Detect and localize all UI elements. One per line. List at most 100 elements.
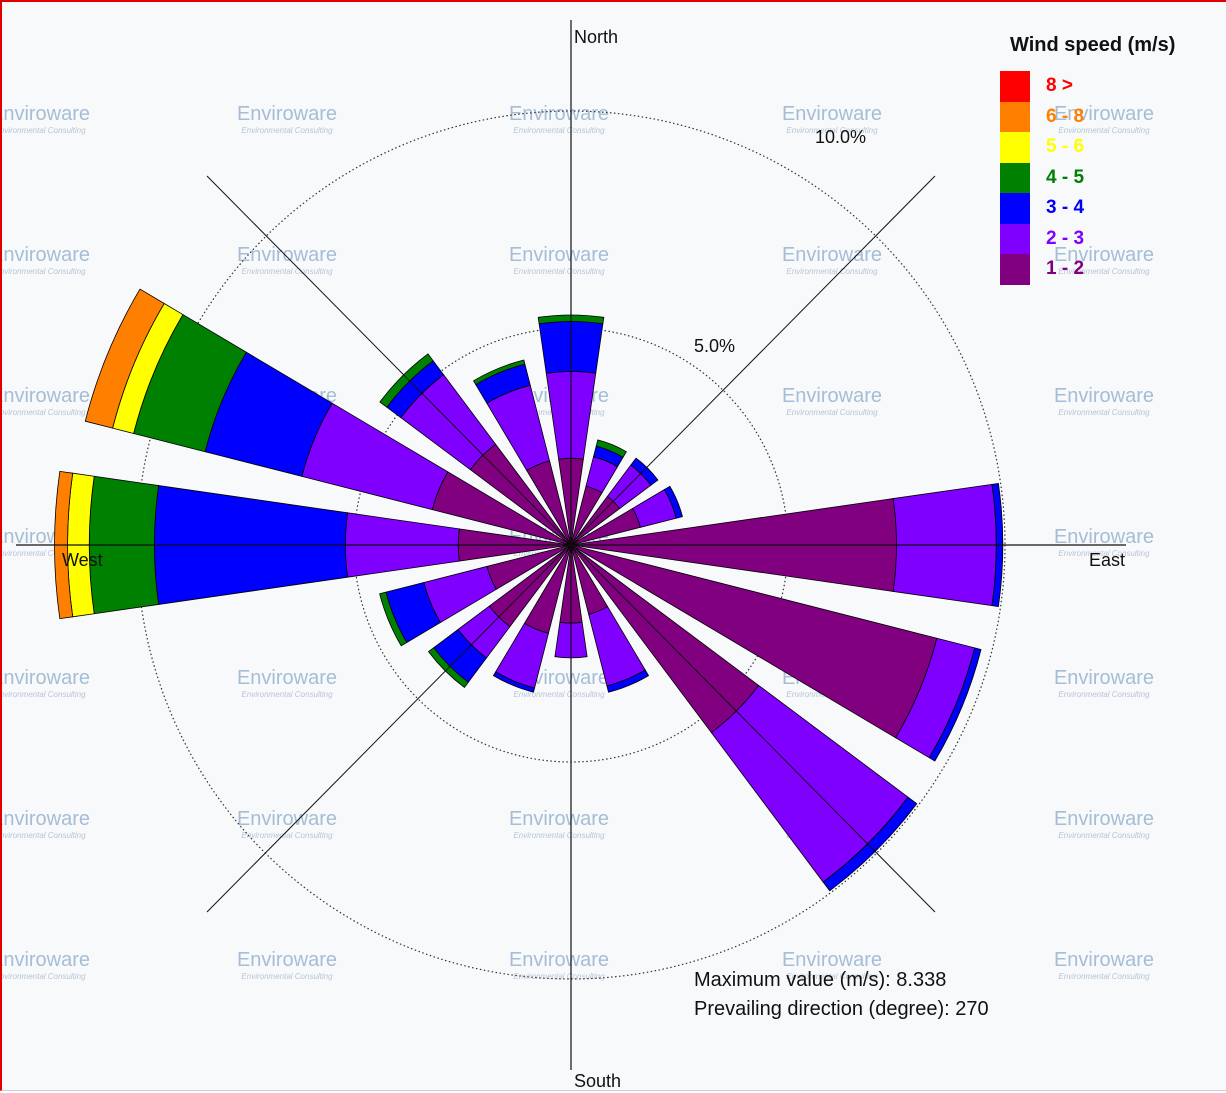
watermark-brand: Enviroware [2,949,90,971]
ring-label-5pct: 5.0% [694,336,735,356]
legend-swatch [1000,101,1030,132]
watermark-brand: Enviroware [1054,526,1154,548]
legend-item: 1 - 2 [1000,254,1220,285]
legend-swatch [1000,223,1030,254]
watermark-tagline: Environmental Consulting [1058,126,1150,135]
watermark-tagline: Environmental Consulting [786,267,878,276]
sector-292.5deg [84,288,572,546]
axis-label-east: East [1089,550,1125,570]
sector-315deg [379,353,572,546]
watermark-brand: Enviroware [1054,949,1154,971]
sector-247.5deg [379,544,572,647]
legend-swatch [1000,162,1030,193]
legend-item: 6 - 8 [1000,101,1220,132]
legend-swatch [1000,71,1030,102]
watermark-brand: Enviroware [1054,667,1154,689]
stats-box: Maximum value (m/s): 8.338 Prevailing di… [694,966,989,1024]
prevailing-direction-label: Prevailing direction (degree): [694,998,950,1020]
watermark-tagline: Environmental Consulting [2,831,86,840]
sector-22.5deg [570,439,627,546]
watermark-brand: Enviroware [509,244,609,266]
watermark-tagline: Environmental Consulting [241,267,333,276]
watermark-tagline: Environmental Consulting [786,972,878,981]
watermark-tagline: Environmental Consulting [513,267,605,276]
legend-swatch [1000,193,1030,224]
max-value-row: Maximum value (m/s): 8.338 [694,966,989,995]
watermark-tagline: Environmental Consulting [2,267,86,276]
watermark-brand: Enviroware [2,103,90,125]
sector-247.5deg-bin-4 [379,591,408,647]
sector-135deg-bin-3 [822,796,918,892]
sector-45deg-bin-3 [630,457,659,486]
watermark-tagline: Environmental Consulting [786,408,878,417]
watermark-tagline: Environmental Consulting [1058,267,1150,276]
axis-label-west: West [62,550,103,570]
watermark-brand: Enviroware [237,103,337,125]
watermark-tagline: Environmental Consulting [241,972,333,981]
watermark-brand: Enviroware [509,949,609,971]
legend-item: 4 - 5 [1000,162,1220,193]
ring-label-10pct: 10.0% [815,127,866,147]
watermark-tagline: Environmental Consulting [786,126,878,135]
watermark-brand: Enviroware [1054,385,1154,407]
watermark-tagline: Environmental Consulting [513,831,605,840]
watermark-tagline: Environmental Consulting [241,690,333,699]
watermark-brand: Enviroware [237,808,337,830]
legend-label: 5 - 6 [1046,136,1085,158]
watermark-brand: Enviroware [1054,808,1154,830]
sector-337.5deg-bin-4 [473,359,526,385]
sector-67.5deg [570,485,683,546]
prevailing-direction-row: Prevailing direction (degree): 270 [694,995,989,1024]
watermark-brand: Enviroware [237,949,337,971]
watermark-brand: Enviroware [2,667,90,689]
legend-item: 3 - 4 [1000,193,1220,224]
watermark-tagline: Environmental Consulting [2,972,86,981]
legend-label: 4 - 5 [1046,166,1085,188]
legend-swatch [1000,254,1030,285]
watermark-brand: Enviroware [782,385,882,407]
legend-swatch [1000,132,1030,163]
sector-202.5deg-bin-3 [493,671,535,693]
watermark-tagline: Environmental Consulting [2,549,86,558]
watermark-tagline: Environmental Consulting [513,690,605,699]
sector-22.5deg-bin-4 [595,439,627,458]
watermark-brand: Enviroware [509,808,609,830]
watermark-tagline: Environmental Consulting [1058,549,1150,558]
legend-label: 8 > [1046,75,1073,97]
watermark-tagline: Environmental Consulting [513,126,605,135]
spoke-sw-ne [206,175,936,913]
watermark-tagline: Environmental Consulting [2,690,86,699]
prevailing-direction-value: 270 [955,998,989,1020]
watermark-brand: Enviroware [2,385,90,407]
watermark-tagline: Environmental Consulting [241,831,333,840]
legend-label: 2 - 3 [1046,227,1085,249]
max-value-label: Maximum value (m/s): [694,969,891,991]
watermark-tagline: Environmental Consulting [513,972,605,981]
watermark-brand: Enviroware [782,949,882,971]
watermark-tagline: Environmental Consulting [1058,690,1150,699]
sector-315deg-bin-4 [379,353,434,408]
legend-item: 2 - 3 [1000,223,1220,254]
legend-item: 8 > [1000,71,1220,102]
legend-label: 1 - 2 [1046,258,1085,280]
